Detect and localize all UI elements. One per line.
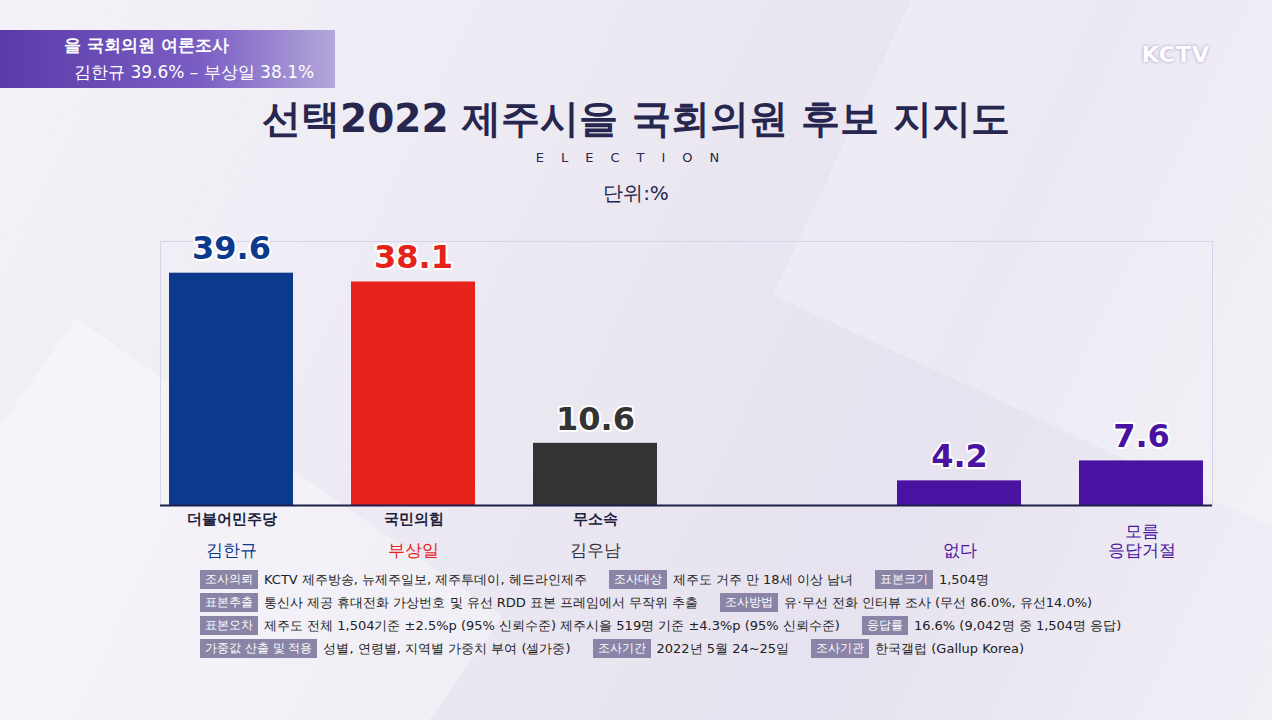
svg-text:김한규: 김한규 <box>206 540 257 560</box>
html-text:가중값 산출 및 적용: 가중값 산출 및 적용 <box>205 641 313 655</box>
svg-text:무소속: 무소속 <box>573 510 618 528</box>
html-text:제주도 전체 1,504기준 ±2.5%p (95% 신뢰수: 제주도 전체 1,504기준 ±2.5%p (95% 신뢰수준) 제주시을 51… <box>264 617 840 633</box>
svg-text:없다: 없다 <box>943 540 977 560</box>
html-text:한국갤럽 (Gallup Korea): 한국갤럽 (Gallup Korea) <box>875 640 1025 656</box>
svg-text:부상일: 부상일 <box>388 540 439 560</box>
svg-text:39.6: 39.6 <box>192 229 271 267</box>
svg-text:김우남: 김우남 <box>570 540 621 560</box>
html-text:조사방법: 조사방법 <box>725 595 774 609</box>
html-text:표본오차: 표본오차 <box>205 618 253 632</box>
svg-text:7.6: 7.6 <box>1113 417 1170 455</box>
html-text:성별, 연령별, 지역별 가중치 부여 (셀가중): 성별, 연령별, 지역별 가중치 부여 (셀가중) <box>323 640 571 656</box>
html-text:ELECTION: ELECTION <box>535 150 737 165</box>
html-text:통신사 제공 휴대전화 가상번호 및 유선 RDD 표본 프: 통신사 제공 휴대전화 가상번호 및 유선 RDD 표본 프레임에서 무작위 추… <box>264 594 699 610</box>
html-text:16.6% (9,042명 중 1,504명 응답): 16.6% (9,042명 중 1,504명 응답) <box>913 617 1122 633</box>
svg-text:모름응답거절: 모름응답거절 <box>1108 521 1176 560</box>
html-text:응답률: 응답률 <box>866 618 903 632</box>
html-text:KCTV: KCTV <box>1141 42 1210 67</box>
svg-text:더불어민주당: 더불어민주당 <box>187 510 277 528</box>
html-text:제주도 거주 만 18세 이상 남녀: 제주도 거주 만 18세 이상 남녀 <box>672 571 853 587</box>
svg-text:4.2: 4.2 <box>931 437 988 475</box>
svg-text:국민의힘: 국민의힘 <box>384 510 444 528</box>
html-text:조사의뢰: 조사의뢰 <box>205 572 253 586</box>
html-text:유·무선 전화 인터뷰 조사 (무선 86.0%, 유선14: 유·무선 전화 인터뷰 조사 (무선 86.0%, 유선14.0%) <box>784 594 1093 610</box>
html-text:단위:%: 단위:% <box>603 181 669 205</box>
svg-text:38.1: 38.1 <box>374 238 453 276</box>
html-text:조사기간: 조사기간 <box>597 641 646 655</box>
html-text:KCTV 제주방송, 뉴제주일보, 제주투데이, 헤드라인제: KCTV 제주방송, 뉴제주일보, 제주투데이, 헤드라인제주 <box>264 571 587 587</box>
html-text:조사기관: 조사기관 <box>816 641 865 655</box>
svg-text:10.6: 10.6 <box>556 400 635 438</box>
html-text:1,504명: 1,504명 <box>938 571 990 587</box>
html-text:표본크기: 표본크기 <box>879 572 928 586</box>
html-text:2022년 5월 24~25일: 2022년 5월 24~25일 <box>656 640 790 656</box>
html-text:조사대상: 조사대상 <box>613 572 662 586</box>
html-text:선택2022 제주시을 국회의원 후보 지지도: 선택2022 제주시을 국회의원 후보 지지도 <box>262 96 1010 141</box>
html-text:표본추출: 표본추출 <box>205 595 253 609</box>
html-text:김한규 39.6% – 부상일 38.1%: 김한규 39.6% – 부상일 38.1% <box>74 62 315 82</box>
html-text:을 국회의원 여론조사: 을 국회의원 여론조사 <box>64 35 229 55</box>
